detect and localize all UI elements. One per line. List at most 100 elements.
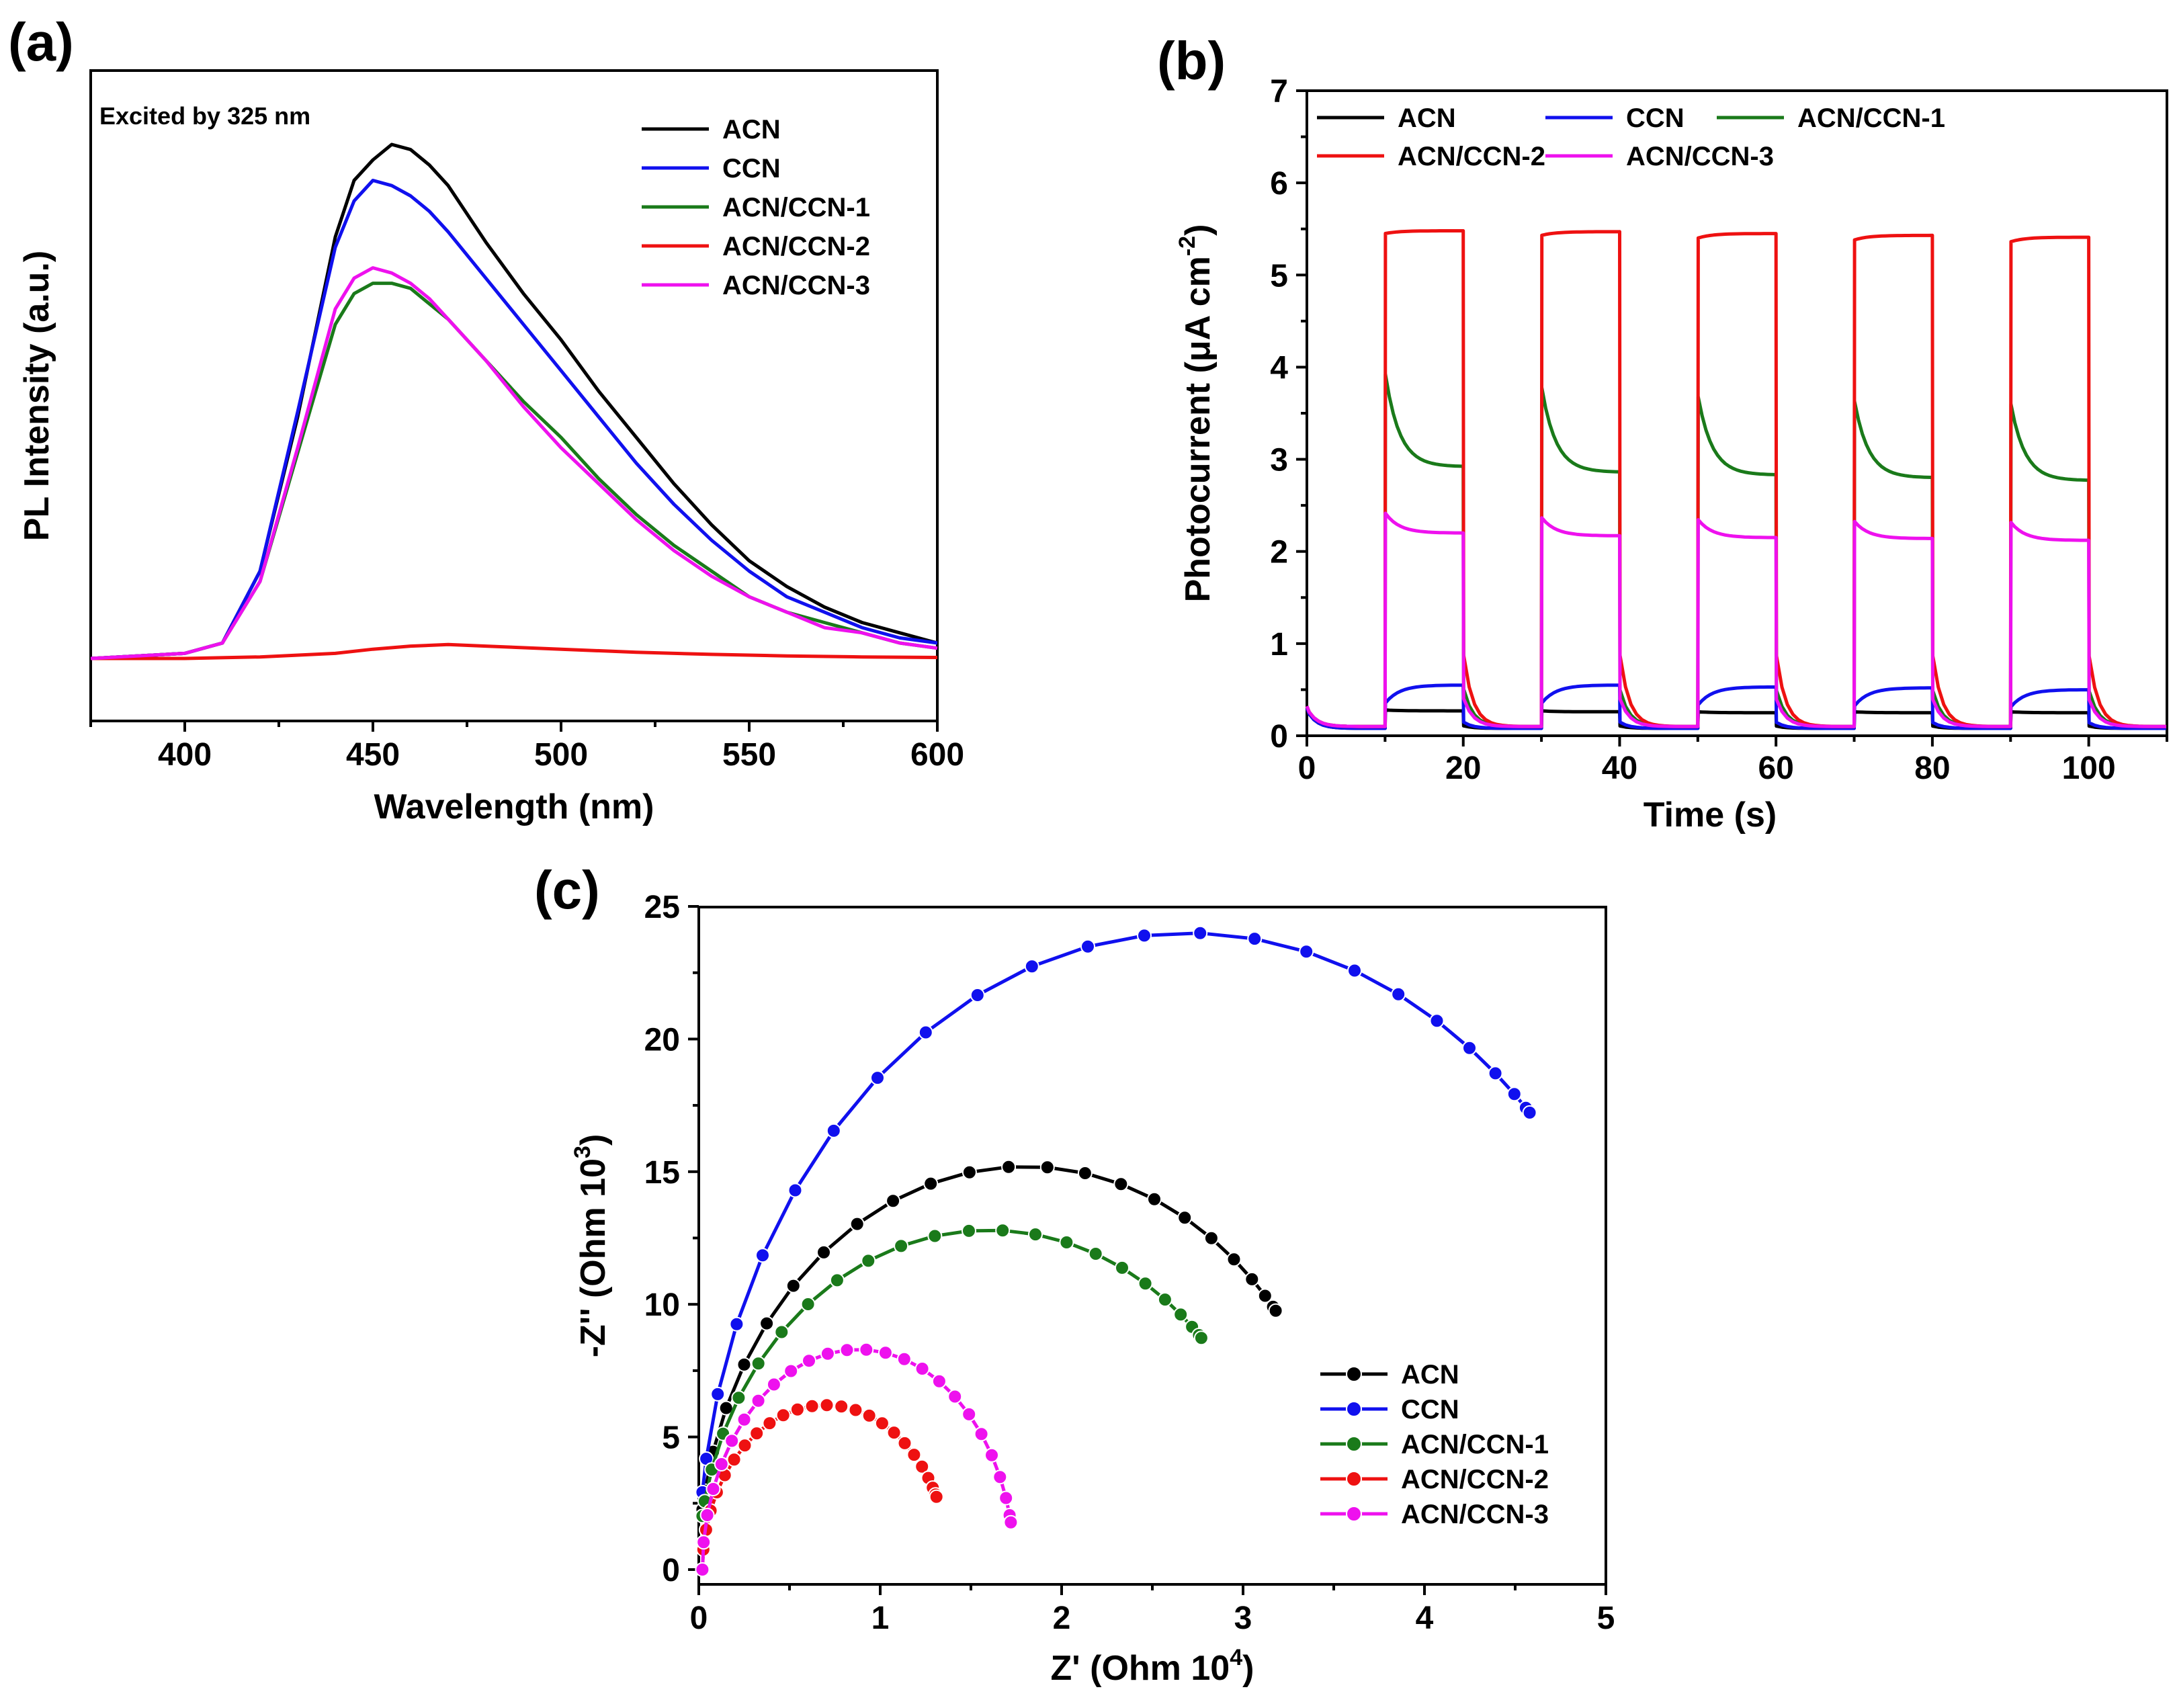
panel-a-legend-label-acn-ccn-3: ACN/CCN-3: [722, 271, 870, 300]
panel-c-point-acn-ccn-1: [995, 1223, 1011, 1238]
panel-b-lines: [1305, 229, 2166, 730]
panel-c-point-acn: [1226, 1252, 1242, 1267]
panel-a-xtick-label: 550: [722, 737, 776, 773]
panel-c-point-acn-ccn-2: [914, 1459, 930, 1474]
panel-c-point-acn-ccn-3: [802, 1353, 816, 1369]
panel-c-point-acn: [1077, 1166, 1093, 1181]
panel-a-annotation: Excited by 325 nm: [99, 102, 310, 130]
panel-c-xtick-label: 2: [1053, 1600, 1071, 1636]
panel-c-legend-marker-acn-ccn-3: [1346, 1506, 1362, 1522]
panel-b-line-acn: [1305, 707, 2166, 730]
panel-b-xtick-label: 0: [1298, 751, 1316, 786]
panel-c-point-acn-ccn-1: [1059, 1235, 1074, 1250]
panel-b-ylabel: Photocurrent (μA cm-2): [1175, 224, 1218, 603]
panel-c: (c) 0 1 2 3 4 5 0 5 10 15 20 25 ACN CCN ACN/CCN-1 ACN/…: [534, 860, 1615, 1688]
panel-c-point-acn-ccn-2: [906, 1447, 922, 1463]
panel-b-legend-label-ccn: CCN: [1626, 103, 1684, 133]
panel-c-point-ccn: [1429, 1013, 1445, 1029]
panel-c-point-acn-ccn-2: [819, 1398, 835, 1413]
panel-a-legend-label-acn: ACN: [722, 115, 781, 144]
panel-c-ylabel-main: -Z'' (Ohm 10: [574, 1158, 613, 1357]
panel-c-xlabel: Z' (Ohm 104): [1051, 1645, 1254, 1688]
panel-b-legend-label-acn-ccn-1: ACN/CCN-1: [1797, 103, 1945, 133]
panel-c-point-ccn: [787, 1183, 803, 1198]
panel-c-point-acn-ccn-1: [1028, 1227, 1043, 1242]
panel-c-point-acn-ccn-1: [894, 1238, 909, 1254]
panel-c-ytick-label: 20: [644, 1022, 680, 1058]
panel-c-point-acn-ccn-1: [1173, 1307, 1189, 1322]
panel-c-ticks: 0 1 2 3 4 5 0 5 10 15 20 25: [644, 890, 1615, 1636]
panel-c-point-ccn: [1347, 963, 1362, 978]
panel-c-point-acn-ccn-3: [896, 1351, 912, 1367]
panel-b-ytick-label: 7: [1270, 74, 1288, 110]
panel-b-line-acn-ccn-1: [1305, 372, 2166, 728]
panel-c-legend-marker-acn-ccn-2: [1346, 1471, 1362, 1487]
panel-b-label: (b): [1157, 31, 1226, 91]
panel-c-point-acn: [1147, 1191, 1162, 1207]
panel-c-legend-label-acn-ccn-1: ACN/CCN-1: [1401, 1430, 1549, 1459]
panel-a-lines: [90, 142, 938, 660]
panel-c-point-acn-ccn-1: [927, 1228, 943, 1244]
panel-c-point-acn: [816, 1244, 831, 1260]
panel-a-xtick-label: 450: [346, 737, 400, 773]
panel-b-ytick-label: 4: [1270, 350, 1288, 386]
panel-c-lines: [695, 925, 1537, 1577]
panel-c-point-acn-ccn-2: [886, 1425, 902, 1441]
panel-c-point-ccn: [729, 1316, 744, 1332]
panel-b-xtick-label: 40: [1602, 751, 1637, 786]
panel-c-point-acn-ccn-1: [1193, 1330, 1209, 1346]
panel-c-ylabel-sup: 3: [570, 1146, 595, 1158]
panel-b-xtick-label: 60: [1758, 751, 1793, 786]
panel-b-legend: ACN CCN ACN/CCN-1 ACN/CCN-2 ACN/CCN-3: [1317, 103, 1945, 171]
panel-a-legend-label-ccn: CCN: [722, 154, 781, 183]
panel-b-legend-label-acn-ccn-2: ACN/CCN-2: [1398, 142, 1545, 171]
panel-c-point-acn-ccn-2: [804, 1398, 820, 1414]
panel-c-point-acn-ccn-3: [931, 1373, 947, 1389]
panel-c-point-ccn: [1506, 1086, 1522, 1102]
panel-b-ylabel-sup: -2: [1175, 236, 1200, 256]
panel-a: (a) 400 450 500 550 600 Excited by 325 nm AC…: [8, 12, 964, 826]
panel-c-point-ccn: [1299, 944, 1314, 959]
panel-c-legend-label-acn-ccn-2: ACN/CCN-2: [1401, 1465, 1549, 1494]
panel-c-point-acn-ccn-3: [947, 1389, 963, 1404]
panel-c-point-ccn: [1522, 1105, 1537, 1120]
panel-c-point-acn-ccn-3: [992, 1469, 1008, 1485]
panel-c-point-acn-ccn-1: [829, 1273, 845, 1288]
panel-c-xtick-label: 5: [1597, 1600, 1615, 1636]
panel-a-line-acn-ccn-1: [90, 282, 938, 660]
panel-b-ylabel-main: Photocurrent (μA cm: [1179, 256, 1218, 602]
panel-c-point-ccn: [1137, 928, 1152, 943]
panel-c-point-acn-ccn-1: [1115, 1260, 1129, 1275]
panel-b-ytick-label: 1: [1270, 627, 1288, 663]
panel-a-ticks: 400 450 500 550 600: [89, 721, 964, 773]
panel-c-point-acn-ccn-3: [696, 1535, 712, 1550]
panel-c-legend: ACN CCN ACN/CCN-1 ACN/CCN-2 ACN/CCN-3: [1320, 1360, 1549, 1529]
panel-c-legend-label-acn: ACN: [1401, 1360, 1459, 1390]
panel-c-point-acn: [849, 1216, 865, 1232]
panel-c-point-acn: [1039, 1160, 1055, 1175]
panel-a-xtick-label: 500: [534, 737, 588, 773]
panel-c-legend-marker-acn-ccn-1: [1346, 1436, 1362, 1452]
panel-c-point-acn: [1203, 1230, 1219, 1246]
panel-c-point-acn: [1268, 1303, 1283, 1318]
panel-a-line-acn-ccn-2: [91, 642, 938, 660]
panel-c-point-ccn: [1080, 939, 1095, 954]
panel-a-frame: [89, 69, 939, 722]
panel-a-line-acn-ccn-3: [90, 266, 938, 660]
panel-c-xlabel-main: Z' (Ohm 10: [1051, 1649, 1230, 1688]
panel-c-point-acn: [886, 1193, 901, 1209]
panel-c-point-ccn: [870, 1070, 885, 1086]
panel-c-point-acn-ccn-1: [751, 1356, 766, 1371]
panel-c-point-acn-ccn-3: [695, 1562, 710, 1577]
panel-c-point-acn-ccn-3: [766, 1377, 781, 1392]
panel-c-point-acn-ccn-3: [878, 1345, 893, 1361]
panel-c-point-acn: [1244, 1271, 1260, 1287]
panel-c-ytick-label: 5: [662, 1420, 680, 1456]
panel-c-point-ccn: [1193, 925, 1208, 941]
panel-c-point-acn-ccn-1: [962, 1223, 976, 1238]
panel-c-point-acn-ccn-1: [774, 1324, 790, 1340]
panel-c-point-acn-ccn-2: [775, 1408, 791, 1423]
panel-c-point-acn-ccn-2: [874, 1416, 890, 1431]
panel-c-point-acn-ccn-2: [861, 1408, 877, 1423]
